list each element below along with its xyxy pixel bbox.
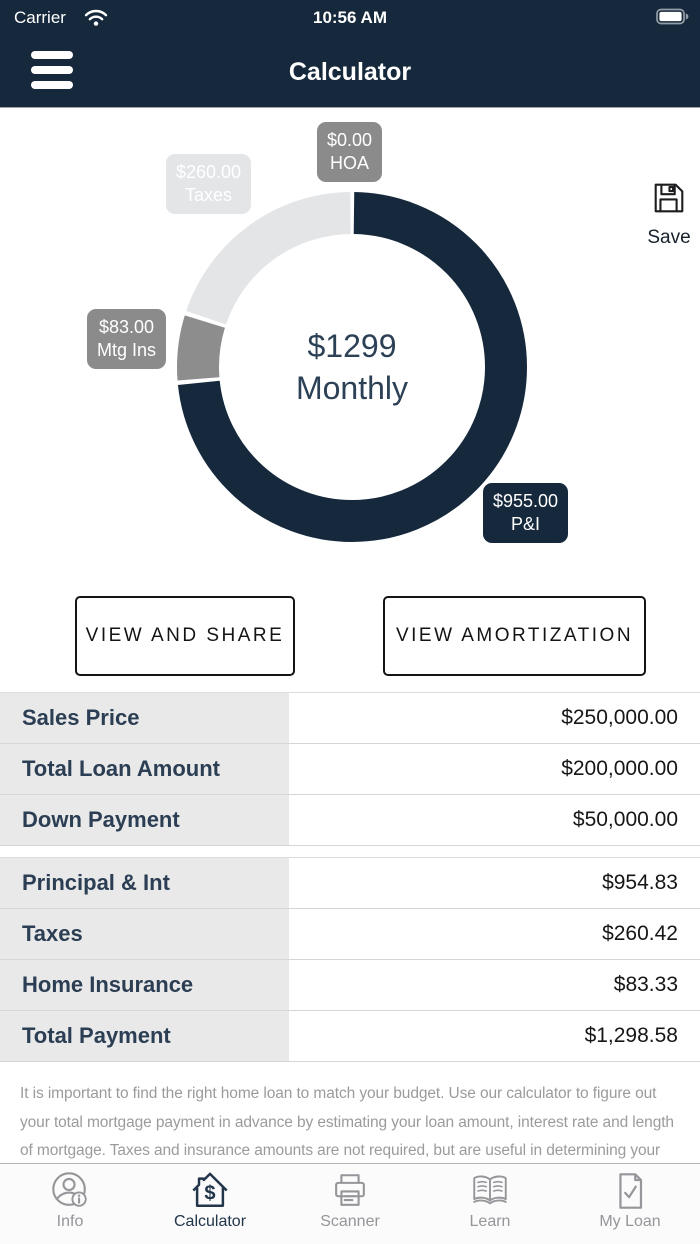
save-icon <box>650 183 688 221</box>
clock: 10:56 AM <box>312 8 387 27</box>
table-row-total-loan: Total Loan Amount $200,000.00 <box>0 744 700 795</box>
table-row-home-insurance: Home Insurance $83.33 <box>0 960 700 1011</box>
menu-icon[interactable] <box>31 51 73 89</box>
donut-segment-pi <box>177 192 527 542</box>
loan-summary-table: Sales Price $250,000.00 Total Loan Amoun… <box>0 692 700 846</box>
carrier-label: Carrier <box>14 8 66 27</box>
house-dollar-icon: $ <box>189 1170 231 1212</box>
tab-bar: Info $ Calculator Scanner <box>0 1163 700 1244</box>
row-label: Home Insurance <box>0 960 292 1010</box>
payment-breakdown-table: Principal & Int $954.83 Taxes $260.42 Ho… <box>0 857 700 1062</box>
table-row-taxes: Taxes $260.42 <box>0 909 700 960</box>
tab-label: Info <box>56 1213 84 1230</box>
disclaimer-line: your total mortgage payment in advance b… <box>20 1113 674 1131</box>
page-title: Calculator <box>288 57 412 86</box>
printer-icon <box>329 1170 371 1212</box>
person-info-icon <box>49 1170 91 1212</box>
tab-info[interactable]: Info <box>0 1164 140 1244</box>
row-value: $83.33 <box>613 973 678 996</box>
disclaimer-line: of mortgage. Taxes and insurance amounts… <box>20 1142 661 1159</box>
tab-label: Learn <box>469 1213 511 1230</box>
header: Carrier 10:56 AM Calculat <box>0 0 700 107</box>
tab-label: Scanner <box>320 1213 380 1230</box>
row-value: $200,000.00 <box>561 757 678 780</box>
tooltip-pi-label: P&I <box>511 514 541 534</box>
tooltip-taxes-label: Taxes <box>185 185 233 205</box>
table-row-sales-price: Sales Price $250,000.00 <box>0 692 700 744</box>
tooltip-hoa-label: HOA <box>330 153 370 173</box>
tab-scanner[interactable]: Scanner <box>280 1164 420 1244</box>
tooltip-hoa: $0.00 HOA <box>317 122 383 182</box>
nav-bar: Calculator <box>0 37 700 107</box>
document-check-icon <box>609 1170 651 1212</box>
row-label: Sales Price <box>0 693 292 743</box>
battery-icon <box>656 8 690 30</box>
view-amortization-button[interactable]: VIEW AMORTIZATION <box>383 596 646 676</box>
book-icon <box>469 1170 511 1212</box>
row-label: Total Payment <box>0 1011 292 1061</box>
row-label: Taxes <box>0 909 292 959</box>
tooltip-taxes: $260.00 Taxes <box>166 154 252 214</box>
row-label: Down Payment <box>0 795 292 845</box>
tooltip-mtg-ins: $83.00 Mtg Ins <box>87 309 167 369</box>
table-row-down-payment: Down Payment $50,000.00 <box>0 795 700 846</box>
row-label: Principal & Int <box>0 858 292 908</box>
row-value: $1,298.58 <box>584 1024 678 1047</box>
view-and-share-button[interactable]: VIEW AND SHARE <box>75 596 295 676</box>
tooltip-mtg-ins-value: $83.00 <box>98 317 155 337</box>
tab-label: Calculator <box>173 1213 247 1230</box>
wifi-icon <box>84 9 108 32</box>
tab-label: My Loan <box>599 1213 661 1230</box>
tooltip-taxes-value: $260.00 <box>176 162 242 182</box>
donut-center-text: $1299 Monthly <box>296 325 408 409</box>
save-button[interactable]: Save <box>644 179 694 249</box>
tooltip-mtg-ins-label: Mtg Ins <box>97 340 157 360</box>
svg-text:$: $ <box>204 1183 215 1205</box>
save-button-label: Save <box>647 227 691 248</box>
tab-calculator[interactable]: $ Calculator <box>140 1164 280 1244</box>
donut-rings <box>177 192 527 542</box>
tab-my-loan[interactable]: My Loan <box>560 1164 700 1244</box>
tooltip-pi: $955.00 P&I <box>483 483 569 543</box>
row-label: Total Loan Amount <box>0 744 292 794</box>
status-bar: Carrier 10:56 AM <box>0 0 700 37</box>
payment-donut-chart: $1299 Monthly $0.00 HOA $260.00 Taxes $8… <box>0 107 700 585</box>
tab-learn[interactable]: Learn <box>420 1164 560 1244</box>
row-value: $954.83 <box>602 871 678 894</box>
table-row-total-payment: Total Payment $1,298.58 <box>0 1011 700 1062</box>
tooltip-hoa-value: $0.00 <box>327 130 373 150</box>
monthly-total-label: Monthly <box>295 370 409 406</box>
donut-segment-mtgins <box>177 192 527 542</box>
row-value: $250,000.00 <box>561 706 678 729</box>
tooltip-pi-value: $955.00 <box>493 491 559 511</box>
row-value: $260.42 <box>602 922 678 945</box>
row-value: $50,000.00 <box>572 808 678 831</box>
disclaimer-line: It is important to find the right home l… <box>20 1085 657 1102</box>
table-row-principal-int: Principal & Int $954.83 <box>0 857 700 909</box>
monthly-total-value: $1299 <box>307 328 397 364</box>
